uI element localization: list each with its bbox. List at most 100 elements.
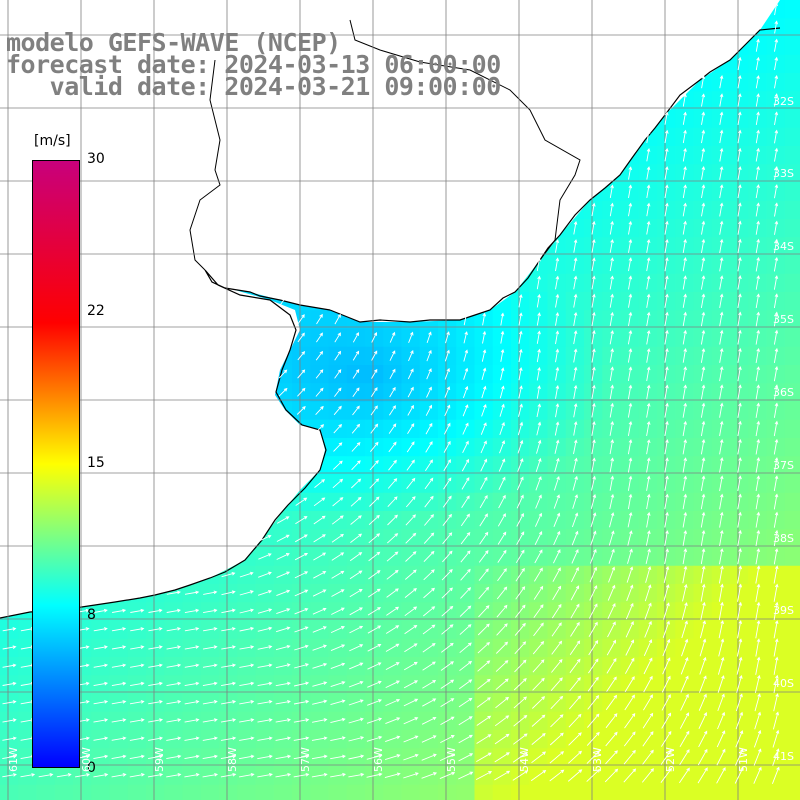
wind-arrow <box>239 571 254 578</box>
field-cell <box>638 784 658 800</box>
wind-arrow <box>405 551 417 562</box>
wind-arrow <box>550 695 564 710</box>
wind-arrow <box>499 385 505 399</box>
wind-arrow <box>664 511 669 528</box>
wind-arrow <box>700 366 706 382</box>
wind-arrow <box>93 608 108 613</box>
field-cell <box>127 784 147 800</box>
wind-arrow <box>773 420 779 437</box>
wind-arrow <box>476 752 492 762</box>
wind-arrow <box>166 736 182 741</box>
wind-arrow <box>148 718 164 723</box>
wind-arrow <box>627 475 633 491</box>
lon-label-56w: 56W <box>372 747 385 772</box>
wind-arrow <box>384 772 401 779</box>
wind-arrow <box>588 640 599 656</box>
wind-arrow <box>331 607 345 615</box>
wind-arrow <box>130 627 145 632</box>
wind-arrow <box>755 165 760 180</box>
wind-arrow <box>518 330 523 344</box>
field-cell <box>18 784 38 800</box>
wind-arrow <box>664 366 669 382</box>
wind-arrow <box>334 369 342 379</box>
wind-arrow <box>643 657 653 675</box>
wind-arrow <box>533 585 544 600</box>
wind-arrow <box>514 641 527 655</box>
wind-arrow <box>736 675 743 693</box>
wind-arrow <box>571 512 579 528</box>
wind-arrow <box>573 348 578 363</box>
wind-arrow <box>297 350 306 361</box>
wind-arrow <box>628 293 633 308</box>
wind-arrow <box>496 586 508 600</box>
wind-arrow <box>586 768 601 782</box>
colorbar-tick-0: 0 <box>87 760 96 776</box>
wind-arrow <box>568 750 582 764</box>
wind-arrow <box>646 238 651 253</box>
wind-arrow <box>275 772 292 778</box>
wind-arrow <box>681 638 689 657</box>
wind-arrow <box>551 622 562 637</box>
field-cell <box>784 511 800 530</box>
wind-arrow <box>221 627 236 632</box>
wind-arrow <box>278 369 288 379</box>
wind-arrow <box>386 606 400 616</box>
wind-arrow <box>93 754 109 760</box>
wind-arrow <box>609 257 614 272</box>
wind-arrow <box>719 111 724 125</box>
wind-arrow <box>148 754 164 760</box>
wind-arrow <box>700 293 706 308</box>
field-cell <box>784 711 800 731</box>
field-cell <box>784 182 800 202</box>
wind-arrow <box>330 681 346 688</box>
wind-arrow <box>755 111 760 125</box>
wind-arrow <box>350 478 362 489</box>
wind-arrow <box>440 716 455 725</box>
wind-arrow <box>664 439 669 455</box>
field-cell <box>146 784 165 800</box>
wind-arrow <box>589 585 598 601</box>
wind-arrow <box>148 736 163 741</box>
wind-arrow <box>276 589 291 597</box>
field-cell <box>419 474 439 494</box>
wind-arrow <box>479 494 488 509</box>
wind-arrow <box>315 424 325 434</box>
wind-arrow <box>664 402 669 418</box>
field-cell <box>365 565 384 585</box>
wind-arrow <box>587 713 600 728</box>
wind-arrow <box>646 202 651 217</box>
field-cell <box>456 511 476 530</box>
wind-arrow <box>737 601 743 621</box>
wind-arrow <box>736 638 743 657</box>
wind-arrow <box>351 423 361 434</box>
wind-arrow <box>184 627 200 632</box>
wind-arrow <box>679 730 690 748</box>
wind-arrow <box>500 330 505 344</box>
wind-arrow <box>755 438 761 455</box>
wind-arrow <box>628 257 633 272</box>
wind-arrow <box>421 772 438 779</box>
wind-arrow <box>330 754 346 760</box>
wind-arrow <box>202 663 218 668</box>
wind-arrow <box>682 166 687 180</box>
wind-arrow <box>220 754 237 760</box>
wind-arrow <box>368 514 380 526</box>
wind-arrow <box>93 681 108 687</box>
wind-arrow <box>498 476 506 490</box>
wind-arrow <box>719 166 724 180</box>
wind-arrow <box>549 751 564 764</box>
wind-arrow <box>294 552 309 561</box>
wind-arrow <box>497 513 506 527</box>
field-cell <box>784 127 800 147</box>
wind-arrow <box>586 750 600 764</box>
wind-arrow <box>93 772 109 778</box>
wind-arrow <box>555 366 560 381</box>
wind-arrow <box>755 93 760 107</box>
wind-arrow <box>312 607 327 615</box>
wind-arrow <box>701 147 706 162</box>
field-cell <box>784 474 800 494</box>
wind-arrow <box>203 608 218 614</box>
wind-arrow <box>719 238 724 254</box>
wind-arrow <box>643 639 653 656</box>
